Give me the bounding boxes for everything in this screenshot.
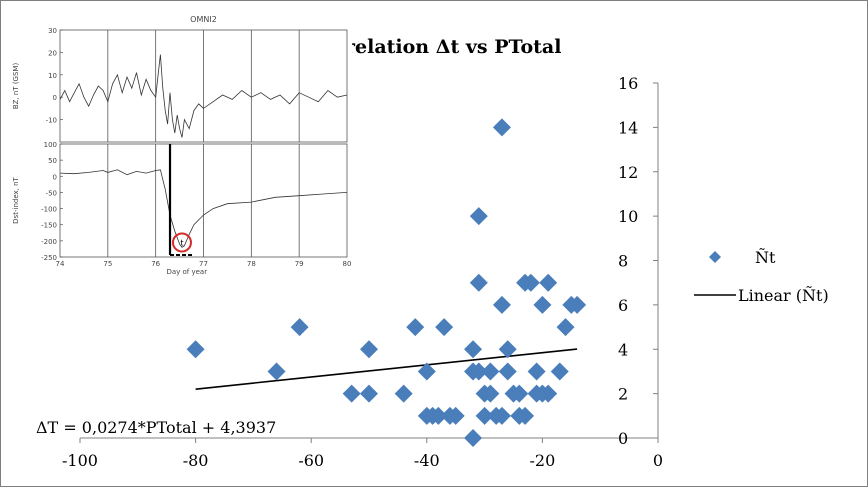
data-point [469, 273, 488, 292]
inset-y-tick-label: -10 [46, 117, 57, 125]
trendline-layer [195, 348, 578, 390]
data-point [533, 295, 552, 314]
inset-y-tick-label: -100 [41, 206, 57, 214]
y-tick-label: 12 [618, 163, 638, 182]
data-point [516, 406, 535, 425]
inset-y-tick-label: 30 [48, 27, 57, 35]
data-point [498, 362, 517, 381]
data-point [464, 340, 483, 359]
data-point [464, 429, 483, 447]
y-tick-label: 10 [618, 207, 638, 226]
inset-y-axis-label: BZ, nT (GSM) [12, 63, 20, 110]
data-point [406, 318, 425, 337]
inset-y-tick-label: 50 [48, 157, 57, 165]
x-tick-label: 0 [653, 451, 663, 470]
delta-t-label: t [180, 238, 183, 247]
y-tick-label: 16 [618, 74, 638, 93]
data-point [186, 340, 205, 359]
data-point [290, 318, 309, 337]
inset-y-tick-label: 0 [53, 173, 57, 181]
data-point [481, 384, 500, 403]
inset-x-tick-label: 80 [343, 260, 352, 268]
inset-x-tick-label: 75 [103, 260, 112, 268]
data-point [568, 295, 587, 314]
trendline [195, 348, 578, 390]
data-point [521, 273, 540, 292]
data-point [360, 340, 378, 359]
inset-x-tick-label: 76 [151, 260, 160, 268]
points-layer [186, 118, 587, 447]
trendline-equation: ΔT = 0,0274*PTotal + 4,3937 [36, 418, 276, 437]
data-point [539, 384, 558, 403]
data-point [492, 406, 511, 425]
inset-y-tick-label: 100 [44, 141, 57, 149]
inset-y-tick-label: -250 [41, 254, 57, 262]
y-tick-label: 8 [618, 252, 628, 271]
minimum-highlight-circle [171, 232, 192, 253]
data-point [498, 340, 517, 359]
inset-y-axis-label: Dst-index, nT [12, 176, 20, 223]
inset-y-tick-label: 10 [48, 72, 57, 80]
data-point [550, 362, 569, 381]
x-tick-label: -40 [414, 451, 440, 470]
y-tick-label: 6 [618, 296, 628, 315]
y-tick-label: 14 [618, 118, 638, 137]
data-point [394, 384, 413, 403]
legend-marker-diamond [709, 251, 721, 263]
data-point [446, 406, 465, 425]
inset-x-tick-label: 79 [295, 260, 304, 268]
bz-series-line [59, 54, 348, 138]
data-point [556, 318, 575, 337]
inset-x-tick-label: 78 [247, 260, 256, 268]
inset-y-tick-label: -50 [46, 189, 57, 197]
data-point [417, 362, 436, 381]
inset-y-tick-label: 0 [53, 94, 57, 102]
data-point [469, 207, 488, 226]
y-tick-label: 4 [618, 340, 628, 359]
inset-y-tick-label: -150 [41, 222, 57, 230]
data-point [475, 406, 494, 425]
x-tick-label: -80 [183, 451, 209, 470]
inset-x-tick-label: 77 [199, 260, 208, 268]
y-tick-label: 0 [618, 429, 628, 448]
legend-label: Ñt [755, 247, 776, 267]
chart-title: relation Δt vs PTotal [345, 36, 561, 58]
data-point [360, 384, 378, 403]
data-point [435, 318, 454, 337]
data-point [342, 384, 361, 403]
dst-series-line [59, 169, 348, 248]
data-point [429, 406, 448, 425]
inset-x-tick-label: 74 [56, 260, 65, 268]
legend-label: Linear (Ñt) [738, 285, 829, 305]
x-tick-label: -60 [298, 451, 324, 470]
inset-background [4, 4, 352, 266]
data-point [267, 362, 286, 381]
data-point [492, 118, 511, 137]
legend: Ñt Linear (Ñt) [694, 247, 829, 305]
axes: 0 2 4 6 8 10 12 14 16 -100 -80 -60 -40 -20 0 [62, 74, 663, 470]
x-tick-label: -20 [530, 451, 556, 470]
data-point [469, 362, 488, 381]
data-point [492, 295, 511, 314]
y-tick-label: 2 [618, 385, 628, 404]
inset-y-tick-label: 20 [48, 49, 57, 57]
inset-y-tick-label: -200 [41, 238, 57, 246]
data-point [481, 362, 500, 381]
inset-x-axis-label: Day of year [166, 268, 207, 276]
data-point [527, 362, 546, 381]
data-point [510, 384, 529, 403]
data-point [539, 273, 558, 292]
x-tick-label: -100 [62, 451, 98, 470]
inset-title: OMNI2 [190, 15, 217, 24]
